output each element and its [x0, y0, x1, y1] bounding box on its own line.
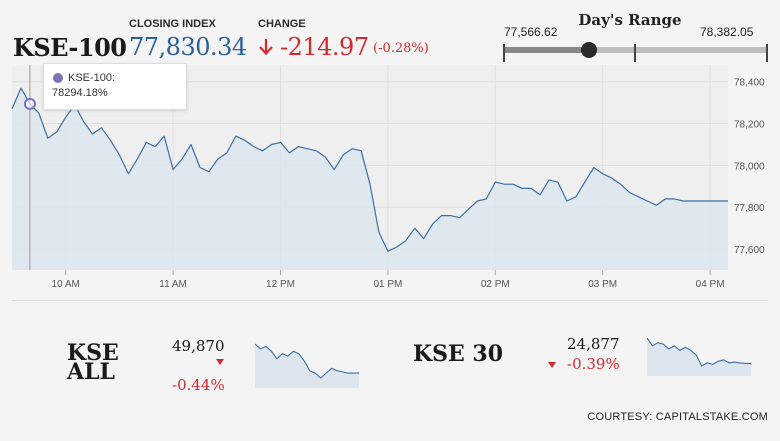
- x-tick-label: 04 PM: [696, 279, 725, 290]
- index-name: KSE-100: [13, 33, 127, 62]
- hover-point: [23, 97, 36, 110]
- kse-all-name-line1: KSE: [67, 340, 119, 366]
- kse-all-sparkline: [255, 343, 359, 388]
- change-percent: (-0.28%): [373, 41, 429, 56]
- days-range-tick-high: [766, 44, 768, 62]
- series-area-kse-100: [12, 88, 728, 270]
- arrow-down-icon: [259, 39, 273, 56]
- x-tick-label: 01 PM: [373, 279, 402, 290]
- sparkline-line: [647, 337, 751, 367]
- kse-all-name-line2: ALL: [67, 359, 116, 385]
- days-range-fill: [503, 47, 589, 53]
- x-tick-label: 11 AM: [159, 279, 187, 290]
- tooltip-value: 78294.18%: [52, 87, 108, 99]
- y-tick-label: 78,200: [734, 120, 765, 131]
- kse-30-value: 24,877: [567, 335, 620, 353]
- change-label: CHANGE: [258, 18, 306, 30]
- y-tick-label: 77,800: [734, 203, 765, 214]
- series-line-kse-100: [11, 87, 728, 252]
- section-divider: [12, 300, 768, 301]
- series-marker-icon: [53, 73, 63, 83]
- courtesy-credit: COURTESY: CAPITALSTAKE.COM: [587, 411, 768, 423]
- sparkline-area: [647, 338, 751, 376]
- kse-30-change-percent: -0.39%: [567, 355, 620, 373]
- kse-all-name: KSE ALL: [67, 340, 119, 385]
- chart-tooltip: KSE-100: 78294.18%: [43, 63, 187, 110]
- kse-all-value: 49,870: [172, 337, 225, 355]
- triangle-down-icon: [216, 359, 224, 365]
- days-range-marker: [580, 42, 597, 58]
- closing-index-value: 77,830.34: [129, 33, 247, 61]
- x-tick-label: 12 PM: [266, 279, 295, 290]
- x-tick-label: 10 AM: [52, 279, 80, 290]
- triangle-down-icon: [548, 362, 556, 368]
- kse-30-name: KSE 30: [413, 341, 504, 367]
- x-tick-label: 03 PM: [588, 279, 617, 290]
- days-range-title: Day's Range: [578, 11, 682, 29]
- y-tick-label: 77,600: [734, 245, 765, 256]
- x-tick-label: 02 PM: [481, 279, 510, 290]
- days-range-high: 78,382.05: [700, 25, 754, 39]
- closing-index-label: CLOSING INDEX: [129, 18, 216, 30]
- days-range-tick-low: [503, 44, 505, 62]
- days-range-tick-mid: [634, 44, 636, 62]
- y-tick-label: 78,400: [734, 78, 765, 89]
- kse-all-change-percent: -0.44%: [172, 376, 225, 394]
- days-range-low: 77,566.62: [504, 25, 558, 39]
- tooltip-series-name: KSE-100:: [68, 72, 116, 84]
- sparkline-line: [255, 343, 359, 379]
- y-tick-label: 78,000: [734, 161, 765, 172]
- change-value: -214.97: [280, 33, 369, 61]
- kse-30-sparkline: [647, 337, 751, 376]
